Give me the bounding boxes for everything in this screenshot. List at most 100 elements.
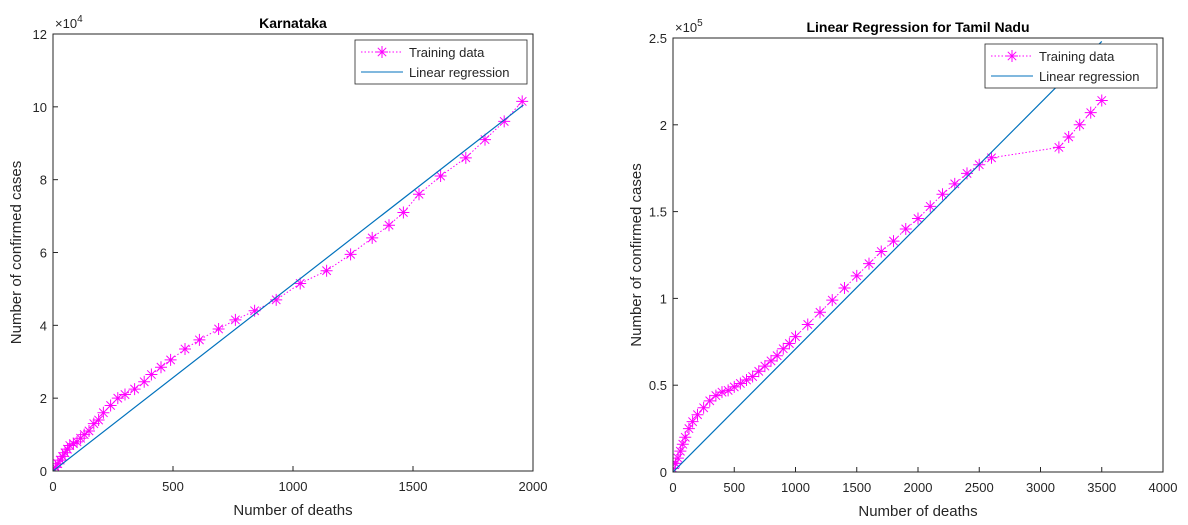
data-point: [716, 386, 728, 399]
y-tick-label: 1: [660, 291, 667, 306]
x-tick-label: 3000: [1026, 480, 1055, 495]
data-point: [155, 361, 167, 374]
data-point: [709, 389, 722, 402]
data-point: [875, 245, 888, 258]
legend: Training data Linear regression: [984, 43, 1158, 89]
legend-label: Linear regression: [1039, 69, 1139, 84]
data-point: [516, 95, 529, 108]
data-point: [459, 151, 472, 164]
data-point: [887, 235, 900, 248]
data-point: [961, 167, 973, 180]
data-point: [397, 206, 410, 219]
data-point: [212, 322, 225, 335]
legend-label: Training data: [1039, 49, 1115, 64]
data-point: [734, 377, 747, 390]
axes-frame: [52, 33, 534, 472]
data-point: [229, 313, 242, 326]
legend-marker: [376, 46, 388, 58]
y-tick-label: 6: [40, 246, 47, 261]
data-point: [56, 450, 69, 463]
data-point: [838, 281, 851, 294]
data-point: [498, 115, 511, 128]
y-tick-label: 0: [40, 464, 47, 479]
x-tick-label: 2000: [904, 480, 933, 495]
x-axis-label: Number of deaths: [858, 503, 977, 520]
axes-frame: [672, 37, 1164, 473]
plot-content: [53, 95, 529, 471]
data-point: [682, 422, 695, 435]
x-tick-label: 2500: [965, 480, 994, 495]
data-point: [899, 222, 912, 235]
data-point: [83, 424, 95, 437]
data-point: [686, 415, 699, 428]
chart-panel: Karnataka Number of deaths Number of confi…: [8, 14, 547, 519]
data-point: [703, 394, 716, 407]
data-point: [1052, 141, 1065, 154]
data-point: [673, 457, 682, 470]
plot-area: [53, 34, 533, 471]
plot-area: [673, 38, 1163, 472]
data-point: [814, 306, 826, 319]
series-line: [53, 104, 524, 471]
x-tick-label: 1500: [399, 479, 428, 494]
x-tick-label: 0: [669, 480, 676, 495]
chart-title: Karnataka: [259, 15, 327, 31]
data-point: [59, 446, 71, 459]
data-point: [145, 368, 158, 381]
y-tick-label: 2.5: [649, 31, 667, 46]
plot-content: [673, 41, 1108, 472]
y-axis-label: Number of confirmed cases: [628, 163, 645, 346]
data-point: [752, 365, 765, 378]
data-point: [771, 349, 784, 362]
data-point: [746, 370, 759, 383]
series-line: [673, 41, 1103, 472]
x-tick-label: 1000: [279, 479, 308, 494]
y-tick-label: 4: [40, 318, 47, 333]
data-point: [138, 375, 151, 388]
chart-panel: Linear Regression for Tamil Nadu Number o…: [628, 18, 1177, 520]
data-point: [434, 170, 447, 183]
data-point: [104, 399, 117, 412]
data-point: [78, 428, 91, 441]
chart-title: Linear Regression for Tamil Nadu: [806, 19, 1029, 35]
data-point: [128, 383, 141, 396]
data-point: [1095, 94, 1108, 107]
data-point: [826, 294, 839, 307]
x-axis-label: Number of deaths: [233, 502, 352, 519]
data-point: [383, 219, 395, 232]
data-point: [924, 200, 937, 213]
data-point: [777, 342, 790, 355]
x-tick-label: 4000: [1149, 480, 1178, 495]
data-point: [63, 439, 76, 452]
data-point: [97, 406, 110, 419]
data-point: [801, 318, 814, 331]
data-point: [985, 151, 998, 164]
data-point: [697, 401, 710, 414]
y-multiplier: ×104: [55, 14, 83, 31]
x-tick-label: 0: [49, 479, 56, 494]
y-tick-label: 8: [40, 173, 47, 188]
data-point: [87, 417, 100, 430]
y-tick-label: 2: [40, 391, 47, 406]
data-point: [248, 304, 261, 317]
y-tick-label: 2: [660, 118, 667, 133]
legend-label: Training data: [409, 45, 485, 60]
data-point: [912, 212, 924, 225]
data-point: [863, 257, 875, 270]
x-tick-label: 2000: [519, 479, 548, 494]
data-point: [320, 264, 333, 277]
y-tick-label: 1.5: [649, 205, 667, 220]
data-point: [765, 354, 777, 367]
data-point: [1073, 118, 1086, 131]
data-point: [92, 414, 105, 427]
legend-box: [984, 43, 1158, 89]
y-axis-label: Number of confirmed cases: [8, 161, 25, 344]
data-point: [479, 133, 491, 146]
data-point: [366, 231, 379, 244]
data-point: [119, 388, 131, 401]
x-tick-label: 500: [723, 480, 745, 495]
data-point: [193, 333, 206, 346]
x-tick-label: 1000: [781, 480, 810, 495]
data-point: [740, 373, 753, 386]
